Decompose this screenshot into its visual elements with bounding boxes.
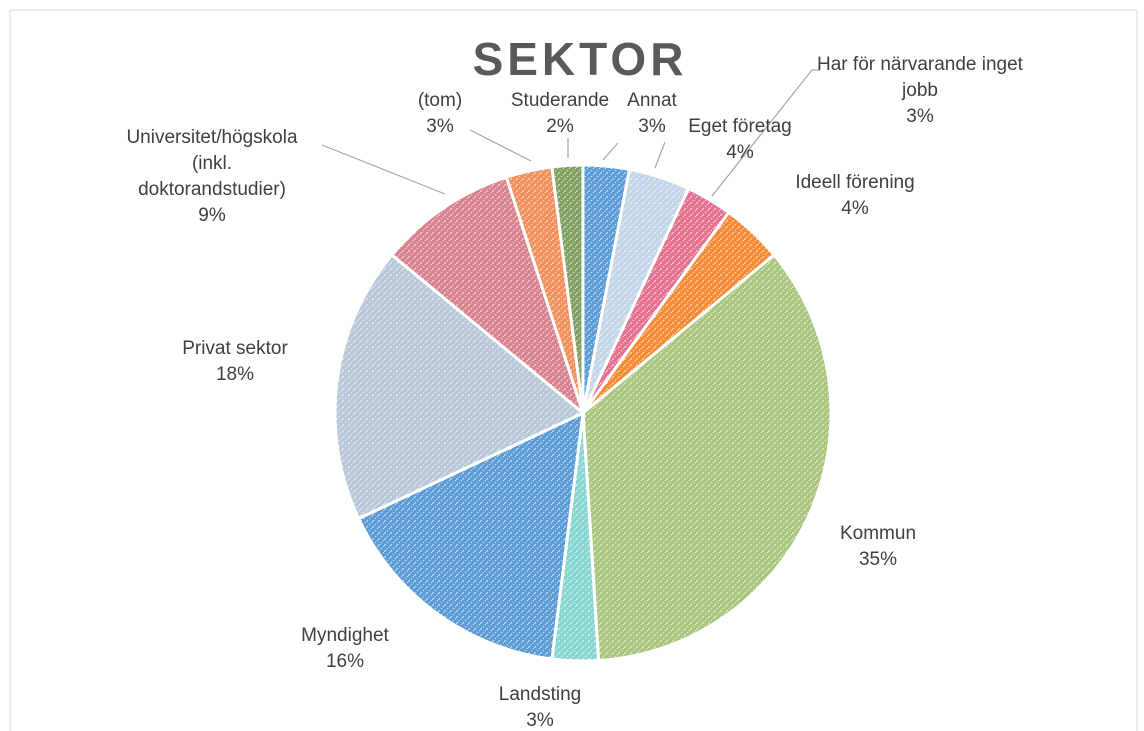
category-label: Studerande xyxy=(510,90,610,111)
value-label: 18% xyxy=(215,364,255,385)
slice-label: Landsting 3% xyxy=(480,682,600,731)
pie-slice xyxy=(581,252,833,663)
leader-line xyxy=(654,141,666,169)
value-label: 3% xyxy=(426,116,454,137)
value-label: 35% xyxy=(858,549,898,570)
slice-label: Privat sektor 18% xyxy=(155,336,315,388)
value-label: 2% xyxy=(546,116,574,137)
value-label: 4% xyxy=(726,142,754,163)
category-label: Universitet/högskola (inkl. doktorandstu… xyxy=(126,127,298,200)
slice-label: Myndighet 16% xyxy=(280,623,410,675)
pie-slice xyxy=(550,163,585,414)
slice-label: Annat 3% xyxy=(607,88,697,140)
category-label: Annat xyxy=(627,90,677,111)
slice-label: Universitet/högskola (inkl. doktorandstu… xyxy=(117,125,307,229)
leader-line xyxy=(711,69,820,197)
slice-label: Har för närvarande inget jobb 3% xyxy=(800,52,1040,130)
slice-label: Eget företag 4% xyxy=(670,114,810,166)
value-label: 16% xyxy=(325,651,365,672)
category-label: Eget företag xyxy=(688,116,792,137)
pie-slice xyxy=(389,175,587,418)
slice-label: Ideell förening 4% xyxy=(770,170,940,222)
chart-title: SEKTOR xyxy=(472,33,688,85)
category-label: Myndighet xyxy=(301,625,389,646)
value-label: 3% xyxy=(526,710,554,731)
leader-line xyxy=(321,144,446,195)
category-label: Landsting xyxy=(498,684,582,705)
slice-label: (tom) 3% xyxy=(405,88,475,140)
category-label: (tom) xyxy=(417,90,463,111)
category-label: Kommun xyxy=(839,523,917,544)
pie-slice xyxy=(333,252,586,521)
leader-line xyxy=(469,129,532,162)
value-label: 4% xyxy=(841,198,869,219)
category-label: Privat sektor xyxy=(182,338,288,359)
category-label: Har för närvarande inget jobb xyxy=(817,54,1023,101)
category-label: Ideell förening xyxy=(795,172,915,193)
pie-slice xyxy=(356,410,585,661)
value-label: 3% xyxy=(906,106,934,127)
value-label: 9% xyxy=(198,205,226,226)
leader-line xyxy=(602,142,619,161)
value-label: 3% xyxy=(638,116,666,137)
slice-label: Studerande 2% xyxy=(500,88,620,140)
slice-label: Kommun 35% xyxy=(818,521,938,573)
